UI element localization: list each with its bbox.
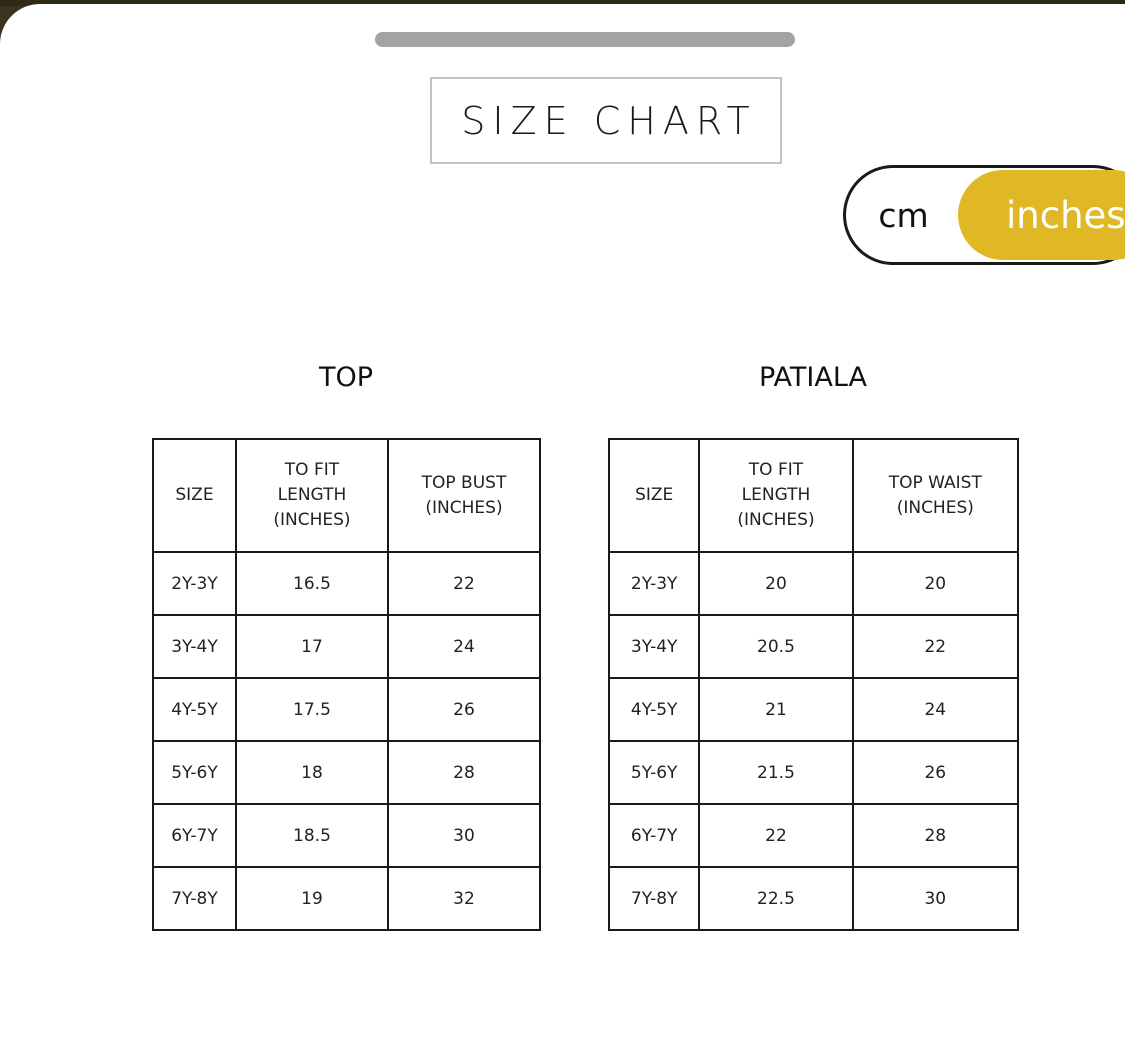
- background-strip: [0, 0, 1125, 6]
- table-cell: 22: [851, 614, 1020, 679]
- column-header: TOP WAIST (INCHES): [851, 438, 1020, 553]
- table-cell: 21.5: [698, 740, 854, 805]
- table-cell: 17.5: [234, 677, 389, 742]
- header-row: SIZE TO FIT LENGTH (INCHES) TOP BUST (INCH…: [152, 438, 542, 553]
- table-row: 7Y-8Y 22.5 30: [607, 866, 1020, 931]
- table-cell: 18.5: [234, 803, 389, 868]
- patiala-size-table: SIZE TO FIT LENGTH (INCHES) TOP WAIST (INC…: [607, 438, 1020, 931]
- table-row: 4Y-5Y 21 24: [607, 677, 1020, 742]
- table-cell: 2Y-3Y: [152, 551, 237, 616]
- table-cell: 30: [386, 803, 542, 868]
- table-cell: 26: [851, 740, 1020, 805]
- table-cell: 19: [234, 866, 389, 931]
- table-row: 2Y-3Y 20 20: [607, 551, 1020, 616]
- table-cell: 18: [234, 740, 389, 805]
- table-row: 5Y-6Y 21.5 26: [607, 740, 1020, 805]
- table-cell: 26: [386, 677, 542, 742]
- table-row: 2Y-3Y 16.5 22: [152, 551, 542, 616]
- table-cell: 6Y-7Y: [152, 803, 237, 868]
- table-cell: 4Y-5Y: [152, 677, 237, 742]
- column-header: TO FIT LENGTH (INCHES): [698, 438, 854, 553]
- table-cell: 2Y-3Y: [607, 551, 701, 616]
- table-cell: 24: [851, 677, 1020, 742]
- table-row: 3Y-4Y 20.5 22: [607, 614, 1020, 679]
- table-cell: 5Y-6Y: [152, 740, 237, 805]
- table-row: 5Y-6Y 18 28: [152, 740, 542, 805]
- unit-option-cm[interactable]: cm: [878, 195, 929, 235]
- column-header: SIZE: [607, 438, 701, 553]
- top-size-table: SIZE TO FIT LENGTH (INCHES) TOP BUST (INCH…: [152, 438, 542, 931]
- table-cell: 3Y-4Y: [152, 614, 237, 679]
- table-cell: 28: [851, 803, 1020, 868]
- header-row: SIZE TO FIT LENGTH (INCHES) TOP WAIST (INC…: [607, 438, 1020, 553]
- table-cell: 22: [386, 551, 542, 616]
- table-cell: 7Y-8Y: [607, 866, 701, 931]
- table-cell: 3Y-4Y: [607, 614, 701, 679]
- unit-toggle[interactable]: cm inches: [843, 165, 1125, 265]
- table-cell: 30: [851, 866, 1020, 931]
- table-cell: 21: [698, 677, 854, 742]
- column-header: TOP BUST (INCHES): [386, 438, 542, 553]
- table-cell: 22.5: [698, 866, 854, 931]
- table-cell: 24: [386, 614, 542, 679]
- table-row: 7Y-8Y 19 32: [152, 866, 542, 931]
- table-cell: 16.5: [234, 551, 389, 616]
- table-cell: 5Y-6Y: [607, 740, 701, 805]
- page-title-box: SIZE CHART: [430, 77, 782, 164]
- drag-handle[interactable]: [375, 32, 795, 47]
- column-header: SIZE: [152, 438, 237, 553]
- table-cell: 22: [698, 803, 854, 868]
- table-cell: 28: [386, 740, 542, 805]
- table-cell: 20: [698, 551, 854, 616]
- patiala-table-title: PATIALA: [759, 362, 867, 393]
- unit-option-inches[interactable]: inches: [958, 170, 1125, 260]
- table-row: 3Y-4Y 17 24: [152, 614, 542, 679]
- page-title: SIZE CHART: [461, 98, 757, 143]
- table-cell: 20: [851, 551, 1020, 616]
- table-cell: 4Y-5Y: [607, 677, 701, 742]
- table-cell: 7Y-8Y: [152, 866, 237, 931]
- table-row: 6Y-7Y 22 28: [607, 803, 1020, 868]
- table-cell: 20.5: [698, 614, 854, 679]
- table-row: 6Y-7Y 18.5 30: [152, 803, 542, 868]
- table-cell: 6Y-7Y: [607, 803, 701, 868]
- top-table-title: TOP: [318, 362, 374, 393]
- table-cell: 17: [234, 614, 389, 679]
- table-row: 4Y-5Y 17.5 26: [152, 677, 542, 742]
- column-header: TO FIT LENGTH (INCHES): [234, 438, 389, 553]
- table-cell: 32: [386, 866, 542, 931]
